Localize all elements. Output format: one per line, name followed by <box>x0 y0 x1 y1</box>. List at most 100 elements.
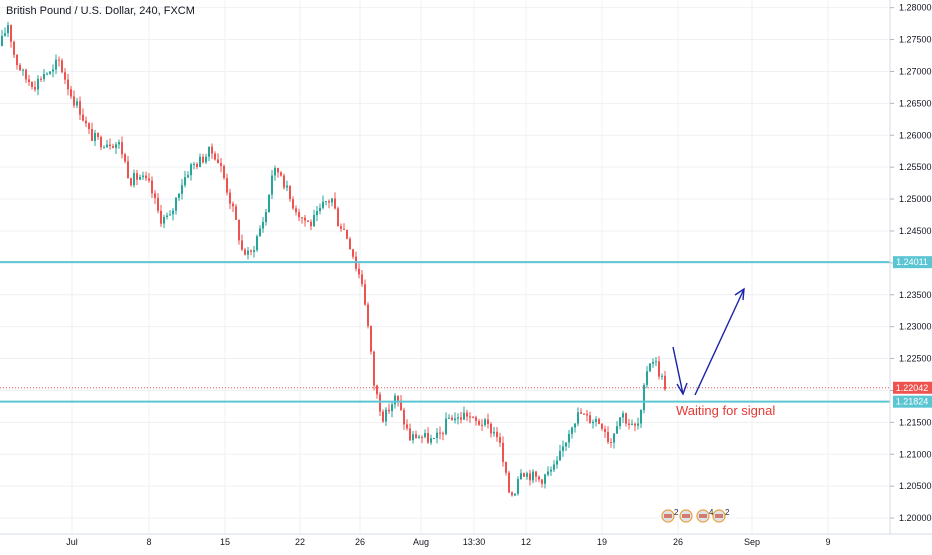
candle-body <box>292 199 294 209</box>
candle-body <box>112 146 114 148</box>
candle-body <box>541 479 543 484</box>
candle-body <box>646 371 648 385</box>
candle-body <box>55 59 57 70</box>
candle-body <box>49 71 51 74</box>
price-badge-label: 1.21824 <box>896 397 929 407</box>
candle-body <box>244 249 246 255</box>
candle-body <box>118 142 120 145</box>
candle-body <box>277 168 279 173</box>
candle-body <box>61 60 63 73</box>
candle-body <box>88 123 90 130</box>
candle-body <box>376 385 378 395</box>
candle-body <box>247 250 249 255</box>
candle-body <box>289 185 291 200</box>
event-flag[interactable]: 4 <box>696 508 714 523</box>
price-badge <box>893 256 932 269</box>
x-tick-label: 26 <box>673 537 683 547</box>
y-tick-label: 1.25000 <box>899 194 932 204</box>
candle-body <box>100 136 102 148</box>
candle-body <box>328 201 330 203</box>
y-tick-label: 1.23500 <box>899 290 932 300</box>
candle-body <box>517 479 519 494</box>
candle-body <box>91 129 93 141</box>
candle-body <box>181 185 183 194</box>
drawings[interactable]: Waiting for signal <box>672 287 775 418</box>
x-tick-label: 13:30 <box>463 537 486 547</box>
candle-body <box>274 168 276 176</box>
candle-body <box>481 424 483 426</box>
candle-body <box>463 412 465 420</box>
event-flag[interactable]: 2 <box>661 508 679 523</box>
candle-body <box>583 413 585 415</box>
y-tick-label: 1.22500 <box>899 354 932 364</box>
candle-body <box>478 420 480 425</box>
candle-body <box>469 416 471 418</box>
candle-body <box>154 193 156 199</box>
candle-body <box>16 54 18 66</box>
candle-body <box>625 413 627 424</box>
x-tick-label: 22 <box>295 537 305 547</box>
candle-body <box>340 226 342 229</box>
candle-body <box>358 268 360 275</box>
candle-body <box>319 207 321 211</box>
annotation-label[interactable]: Waiting for signal <box>676 403 775 418</box>
x-tick-label: 9 <box>825 537 830 547</box>
signal-down-arrow[interactable] <box>672 346 684 395</box>
candle-body <box>271 175 273 195</box>
candle-body <box>565 442 567 447</box>
candle-body <box>544 474 546 484</box>
candle-body <box>316 210 318 216</box>
candle-body <box>445 418 447 435</box>
candle-body <box>421 436 423 438</box>
candle-body <box>403 409 405 425</box>
x-tick-label: Jul <box>66 537 78 547</box>
candle-body <box>439 432 441 434</box>
time-axis[interactable]: Jul 8 15 22 26 Aug 13:30 12 19 26 Sep 9 <box>66 537 830 547</box>
candle-body <box>10 25 12 42</box>
candle-body <box>31 82 33 88</box>
candle-body <box>253 250 255 252</box>
price-badge-label: 1.22042 <box>896 383 929 393</box>
candle-body <box>145 175 147 179</box>
candle-body <box>406 424 408 429</box>
event-flag[interactable]: 2 <box>712 508 730 523</box>
candle-body <box>547 471 549 475</box>
candle-body <box>157 198 159 211</box>
candle-body <box>352 249 354 257</box>
symbol-title[interactable]: British Pound / U.S. Dollar, 240, FXCM <box>6 5 195 17</box>
y-tick-label: 1.25500 <box>899 162 932 172</box>
candle-body <box>343 228 345 230</box>
event-count: 2 <box>674 508 679 517</box>
candle-body <box>199 156 201 167</box>
candle-body <box>493 431 495 434</box>
candle-body <box>601 423 603 429</box>
signal-up-arrow[interactable] <box>694 288 745 396</box>
x-tick-label: Aug <box>413 537 429 547</box>
candle-body <box>160 210 162 224</box>
price-axis[interactable]: 1.28000 1.27500 1.27000 1.26500 1.26000 1.255… <box>890 3 932 523</box>
candle-body <box>379 394 381 412</box>
candle-body <box>424 432 426 438</box>
candle-body <box>607 431 609 443</box>
candle-body <box>202 156 204 163</box>
candle-body <box>505 461 507 473</box>
candle-body <box>595 419 597 422</box>
candle-body <box>121 142 123 155</box>
candle-body <box>535 471 537 477</box>
event-count: 4 <box>709 508 714 517</box>
event-flag[interactable] <box>679 509 693 523</box>
candle-body <box>634 423 636 426</box>
candle-body <box>178 193 180 198</box>
candle-body <box>490 423 492 434</box>
signal-up-arrow-head <box>734 287 745 301</box>
economic-events[interactable]: 2 4 2 <box>661 508 730 523</box>
candle-body <box>130 178 132 186</box>
candle-body <box>559 450 561 461</box>
candle-body <box>496 431 498 438</box>
candle-body <box>592 421 594 424</box>
candle-body <box>205 156 207 163</box>
candle-body <box>532 471 534 481</box>
candle-body <box>658 361 660 377</box>
